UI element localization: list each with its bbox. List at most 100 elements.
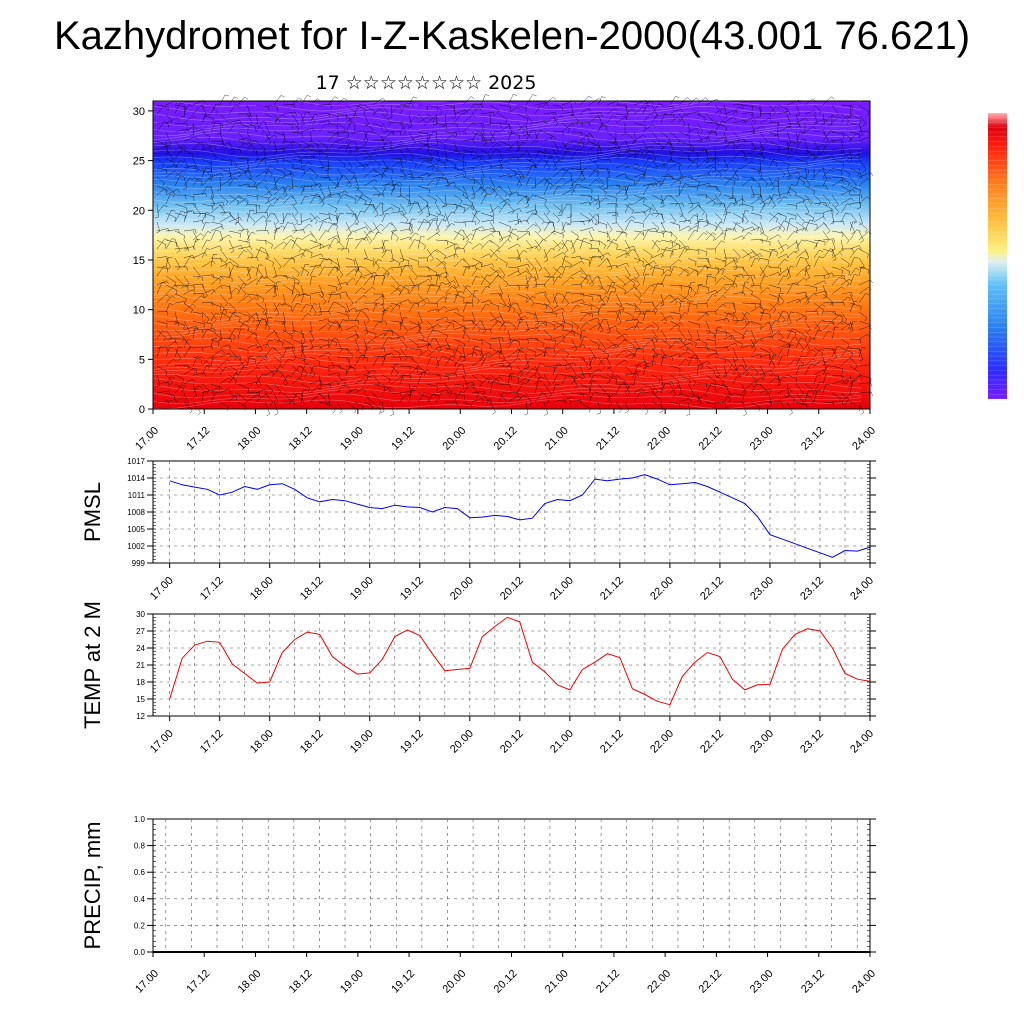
wind-barb	[210, 122, 223, 124]
wind-barb	[381, 383, 391, 391]
wind-barb	[615, 231, 624, 241]
wind-barb-flag	[573, 375, 577, 379]
wind-barb	[183, 365, 197, 370]
wind-barb-flag	[762, 146, 765, 151]
wind-barb	[552, 325, 562, 331]
wind-barb-flag	[266, 256, 270, 260]
wind-barb	[354, 238, 363, 250]
wind-barb	[624, 372, 638, 376]
wind-barb	[336, 212, 338, 224]
wind-barb	[498, 202, 507, 214]
wind-barb-flag	[576, 304, 581, 307]
wind-barb-flag	[560, 115, 564, 118]
wind-barb	[480, 263, 493, 268]
wind-barb-flag	[580, 270, 584, 274]
wind-barb	[228, 158, 238, 165]
wind-barb	[723, 158, 729, 169]
wind-barb	[372, 122, 382, 127]
wind-barb	[651, 240, 658, 250]
wind-barb-flag	[518, 349, 522, 353]
wind-barb	[264, 275, 276, 284]
wind-barb	[381, 240, 386, 250]
wind-barb-flag	[525, 107, 527, 112]
wind-barb-flag	[707, 137, 711, 142]
wind-barb	[552, 252, 564, 259]
wind-barb-flag	[177, 358, 181, 362]
wind-barb-flag	[313, 303, 318, 305]
wind-barb-flag	[532, 367, 537, 371]
contour-line	[152, 198, 862, 209]
wind-barb	[606, 282, 613, 295]
wind-barb	[399, 103, 413, 106]
wind-barb-flag	[333, 301, 338, 304]
wind-barb	[597, 221, 607, 225]
wind-barb	[192, 311, 203, 315]
wind-barb	[408, 219, 412, 232]
wind-barb	[336, 167, 343, 177]
wind-barb-flag	[532, 295, 536, 299]
wind-barb-flag	[167, 145, 171, 149]
wind-barb	[804, 248, 810, 258]
wind-barb-flag	[640, 391, 645, 394]
wind-barb	[264, 339, 270, 349]
wind-barb-flag	[432, 123, 437, 126]
contour-line	[152, 239, 862, 250]
wind-barb	[462, 241, 469, 250]
wind-barb	[282, 348, 287, 358]
wind-barb	[615, 116, 626, 124]
wind-barb-flag	[387, 149, 392, 151]
wind-barb	[417, 172, 429, 178]
wind-barb-flag	[574, 385, 578, 389]
wind-barb	[165, 347, 170, 358]
wind-barb	[732, 364, 741, 376]
wind-barb-flag	[455, 285, 460, 289]
wind-barb-flag	[166, 346, 168, 351]
wind-barb-flag	[722, 120, 726, 124]
wind-barb	[228, 194, 239, 202]
wind-barb-flag	[801, 239, 806, 242]
wind-barb-flag	[270, 390, 273, 395]
wind-barb-flag	[220, 173, 224, 177]
wind-barb-flag	[520, 373, 524, 377]
wind-barb-flag	[171, 209, 176, 212]
wind-barb	[408, 149, 414, 159]
wind-barb-flag	[292, 164, 294, 169]
wind-barb	[228, 347, 238, 358]
wind-barb	[381, 104, 389, 114]
wind-barb-flag	[532, 165, 537, 168]
wind-barb	[615, 350, 625, 358]
wind-barb-flag	[597, 412, 601, 415]
wind-barb-flag	[805, 117, 809, 122]
wind-barb-flag	[317, 314, 322, 317]
contour-line	[152, 177, 862, 189]
wind-barb-flag	[453, 280, 457, 285]
wind-barb-flag	[269, 339, 273, 342]
wind-barb	[678, 167, 683, 178]
wind-barb-flag	[707, 303, 709, 308]
wind-barb	[489, 337, 503, 340]
wind-barb	[516, 367, 526, 376]
wind-barb	[426, 249, 436, 259]
wind-barb-flag	[453, 244, 456, 249]
wind-barb-flag	[448, 344, 451, 349]
wind-barb	[552, 221, 556, 232]
wind-barb-flag	[689, 398, 692, 403]
wind-barb-flag	[706, 312, 708, 317]
wind-barb	[336, 365, 348, 371]
wind-barb	[372, 257, 380, 269]
wind-barb-flag	[713, 371, 716, 375]
wind-barb	[525, 122, 528, 135]
wind-barb-flag	[387, 140, 392, 143]
wind-barb	[228, 212, 238, 223]
wind-barb	[624, 203, 630, 214]
wind-barb-flag	[466, 285, 471, 287]
wind-barb-flag	[681, 124, 686, 128]
wind-barb	[183, 392, 189, 404]
wind-barb-flag	[243, 293, 247, 297]
wind-barb	[777, 311, 786, 320]
wind-barb	[543, 383, 552, 395]
wind-barb	[255, 203, 257, 214]
wind-barb-flag	[418, 321, 423, 325]
wind-barb	[273, 212, 279, 223]
